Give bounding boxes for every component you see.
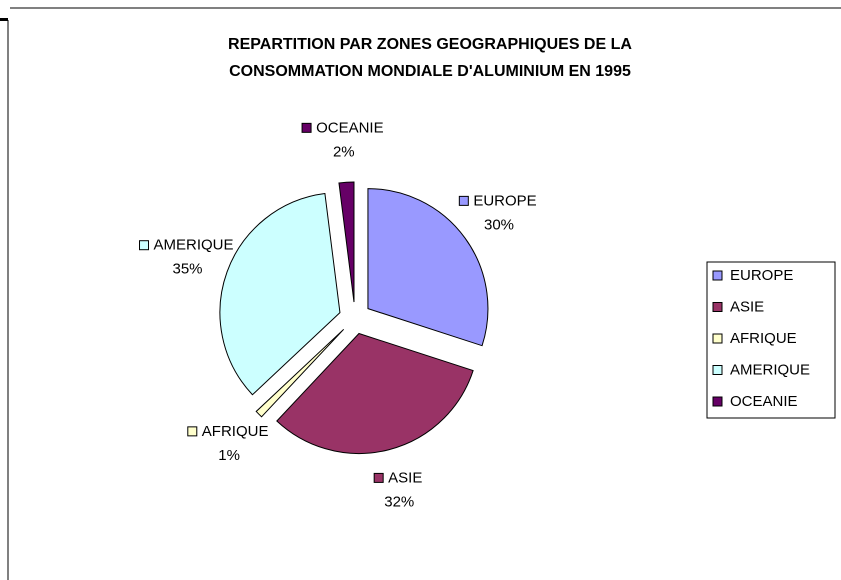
legend-swatch <box>712 333 723 344</box>
pie-slice <box>367 188 489 347</box>
data-label-value: 1% <box>218 447 240 464</box>
pie-slice <box>219 192 341 396</box>
pie-slice <box>255 328 345 418</box>
legend-label: AMERIQUE <box>730 361 810 378</box>
pie-slice <box>338 181 355 303</box>
data-label-name: OCEANIE <box>316 119 384 136</box>
chart-title: REPARTITION PAR ZONES GEOGRAPHIQUES DE L… <box>228 36 632 53</box>
chart-subtitle: CONSOMMATION MONDIALE D'ALUMINIUM EN 199… <box>229 63 631 80</box>
legend-swatch <box>712 365 723 375</box>
pie-slice <box>276 332 474 454</box>
legend-label: OCEANIE <box>730 393 798 410</box>
data-label-swatch <box>139 240 150 251</box>
data-label-value: 35% <box>173 261 203 278</box>
legend-swatch <box>712 302 723 312</box>
data-label-swatch <box>301 122 312 133</box>
data-label-value: 2% <box>333 143 355 160</box>
data-label-swatch <box>187 426 198 437</box>
data-label-name: EUROPE <box>473 192 536 209</box>
data-label-value: 30% <box>484 216 514 233</box>
legend-label: ASIE <box>730 298 764 315</box>
legend-label: AFRIQUE <box>730 330 797 347</box>
frame-corner <box>0 18 8 21</box>
data-label-name: ASIE <box>388 469 422 486</box>
legend-swatch <box>712 396 723 407</box>
data-label-swatch <box>458 195 469 206</box>
data-label-name: AFRIQUE <box>202 423 269 440</box>
data-label-name: AMERIQUE <box>154 237 234 254</box>
data-label-swatch <box>373 472 384 483</box>
legend-label: EUROPE <box>730 267 793 284</box>
legend-swatch <box>712 270 723 281</box>
data-label-value: 32% <box>384 493 414 510</box>
legend-box <box>706 261 836 419</box>
